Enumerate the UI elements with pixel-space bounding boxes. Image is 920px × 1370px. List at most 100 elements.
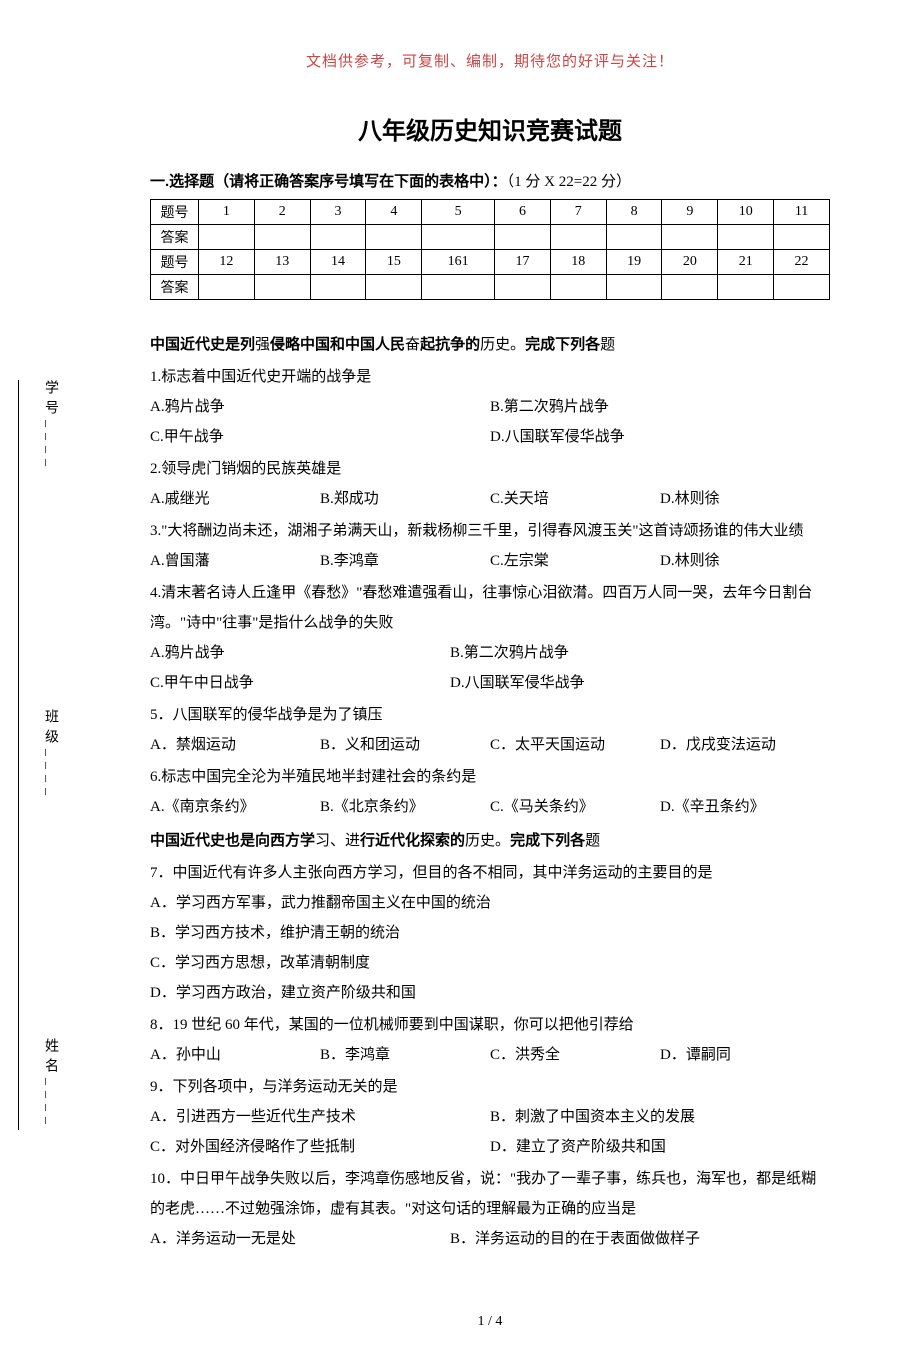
option-d: D.《辛丑条约》 (660, 792, 830, 822)
question-9-options-cd: C．对外国经济侵略作了些抵制D．建立了资产阶级共和国 (150, 1132, 830, 1162)
option-c: C．洪秀全 (490, 1040, 660, 1070)
option-c: C．学习西方思想，改革清朝制度 (150, 948, 830, 978)
question-5-options: A．禁烟运动B．义和团运动C．太平天国运动D．戊戌变法运动 (150, 730, 830, 760)
option-b: B．刺激了中国资本主义的发展 (490, 1102, 830, 1132)
question-7: 7．中国近代有许多人主张向西方学习，但目的各不相同，其中洋务运动的主要目的是 (150, 858, 830, 888)
table-cell[interactable] (662, 225, 718, 250)
table-cell: 17 (495, 250, 551, 275)
question-4-options-ab: A.鸦片战争B.第二次鸦片战争 (150, 638, 830, 668)
option-c: C.左宗棠 (490, 546, 660, 576)
table-cell[interactable] (310, 225, 366, 250)
table-cell[interactable] (495, 275, 551, 300)
question-10-options-ab: A．洋务运动一无是处B．洋务运动的目的在于表面做做样子 (150, 1224, 830, 1254)
table-cell[interactable] (718, 275, 774, 300)
question-5: 5．八国联军的侵华战争是为了镇压 (150, 700, 830, 730)
table-cell[interactable] (254, 225, 310, 250)
table-cell[interactable] (495, 225, 551, 250)
option-d: D．学习西方政治，建立资产阶级共和国 (150, 978, 830, 1008)
option-c: C.甲午中日战争 (150, 668, 450, 698)
question-9-options-ab: A．引进西方一些近代生产技术B．刺激了中国资本主义的发展 (150, 1102, 830, 1132)
table-row: 答案 (151, 275, 830, 300)
question-1-options-ab: A.鸦片战争B.第二次鸦片战争 (150, 392, 830, 422)
question-8-options: A．孙中山B．李鸿章C．洪秀全D．谭嗣同 (150, 1040, 830, 1070)
table-row: 题号 1 2 3 4 5 6 7 8 9 10 11 (151, 200, 830, 225)
side-label-strip: 学号____ 班级____ 姓名____ (40, 380, 60, 1130)
question-4-options-cd: C.甲午中日战争D.八国联军侵华战争 (150, 668, 830, 698)
table-cell: 2 (254, 200, 310, 225)
table-cell: 8 (606, 200, 662, 225)
question-8: 8．19 世纪 60 年代，某国的一位机械师要到中国谋职，你可以把他引荐给 (150, 1010, 830, 1040)
question-9: 9．下列各项中，与洋务运动无关的是 (150, 1072, 830, 1102)
option-d: D.八国联军侵华战争 (450, 668, 585, 698)
question-2: 2.领导虎门销烟的民族英雄是 (150, 454, 830, 484)
option-b: B.李鸿章 (320, 546, 490, 576)
content-body: 中国近代史是列强侵略中国和中国人民奋起抗争的历史。完成下列各题 1.标志着中国近… (150, 330, 830, 1254)
binding-line (18, 380, 19, 1130)
option-a: A．引进西方一些近代生产技术 (150, 1102, 490, 1132)
table-cell[interactable] (550, 275, 606, 300)
option-b: B.郑成功 (320, 484, 490, 514)
subsection-heading-2: 中国近代史也是向西方学习、进行近代化探索的历史。完成下列各题 (150, 826, 830, 856)
side-name: 姓名____ (40, 1038, 60, 1130)
table-cell[interactable] (662, 275, 718, 300)
table-cell[interactable] (774, 225, 830, 250)
option-a: A.曾国藩 (150, 546, 320, 576)
header-note: 文档供参考，可复制、编制，期待您的好评与关注！ (150, 50, 830, 71)
table-cell-label: 题号 (151, 200, 199, 225)
table-cell: 15 (366, 250, 422, 275)
table-cell[interactable] (774, 275, 830, 300)
table-cell[interactable] (366, 225, 422, 250)
table-cell[interactable] (199, 275, 255, 300)
option-d: D.林则徐 (660, 546, 830, 576)
table-cell[interactable] (606, 275, 662, 300)
table-cell-label: 题号 (151, 250, 199, 275)
table-cell[interactable] (310, 275, 366, 300)
table-cell[interactable] (366, 275, 422, 300)
option-a: A.鸦片战争 (150, 638, 450, 668)
table-cell: 1 (199, 200, 255, 225)
table-cell[interactable] (718, 225, 774, 250)
option-b: B．李鸿章 (320, 1040, 490, 1070)
answer-table: 题号 1 2 3 4 5 6 7 8 9 10 11 答案 题号 12 13 1… (150, 199, 830, 300)
document-title: 八年级历史知识竞赛试题 (150, 111, 830, 146)
page-container: 文档供参考，可复制、编制，期待您的好评与关注！ 八年级历史知识竞赛试题 一.选择… (0, 0, 920, 1370)
table-cell[interactable] (606, 225, 662, 250)
option-d: D.八国联军侵华战争 (490, 422, 830, 452)
question-2-options: A.戚继光B.郑成功C.关天培D.林则徐 (150, 484, 830, 514)
option-a: A．洋务运动一无是处 (150, 1224, 450, 1254)
section-1-title: 一.选择题（请将正确答案序号填写在下面的表格中）：（1 分 X 22=22 分） (150, 170, 830, 191)
option-a: A.戚继光 (150, 484, 320, 514)
table-cell: 14 (310, 250, 366, 275)
option-c: C.甲午战争 (150, 422, 490, 452)
option-d: D．戊戌变法运动 (660, 730, 830, 760)
table-cell-label: 答案 (151, 275, 199, 300)
option-d: D.林则徐 (660, 484, 830, 514)
table-cell[interactable] (254, 275, 310, 300)
option-d: D．建立了资产阶级共和国 (490, 1132, 830, 1162)
table-cell: 7 (550, 200, 606, 225)
question-1: 1.标志着中国近代史开端的战争是 (150, 362, 830, 392)
question-6: 6.标志中国完全沦为半殖民地半封建社会的条约是 (150, 762, 830, 792)
page-number: 1 / 4 (150, 1314, 830, 1330)
option-a: A．学习西方军事，武力推翻帝国主义在中国的统治 (150, 888, 830, 918)
question-4: 4.清末著名诗人丘逢甲《春愁》"春愁难遣强看山，往事惊心泪欲潸。四百万人同一哭，… (150, 578, 830, 638)
table-cell[interactable] (422, 275, 495, 300)
table-cell[interactable] (422, 225, 495, 250)
option-b: B.第二次鸦片战争 (490, 392, 830, 422)
table-cell[interactable] (199, 225, 255, 250)
table-cell: 18 (550, 250, 606, 275)
option-b: B.《北京条约》 (320, 792, 490, 822)
table-cell: 21 (718, 250, 774, 275)
table-cell: 5 (422, 200, 495, 225)
table-cell: 4 (366, 200, 422, 225)
table-cell[interactable] (550, 225, 606, 250)
option-a: A．禁烟运动 (150, 730, 320, 760)
section-1-prefix: 一.选择题（请将正确答案序号填写在下面的表格中）： (150, 173, 507, 190)
table-cell: 12 (199, 250, 255, 275)
side-student-id: 学号____ (40, 380, 60, 472)
option-b: B．学习西方技术，维护清王朝的统治 (150, 918, 830, 948)
table-cell: 13 (254, 250, 310, 275)
option-a: A.鸦片战争 (150, 392, 490, 422)
table-cell: 22 (774, 250, 830, 275)
question-10: 10．中日甲午战争失败以后，李鸿章伤感地反省，说："我办了一辈子事，练兵也，海军… (150, 1164, 830, 1224)
